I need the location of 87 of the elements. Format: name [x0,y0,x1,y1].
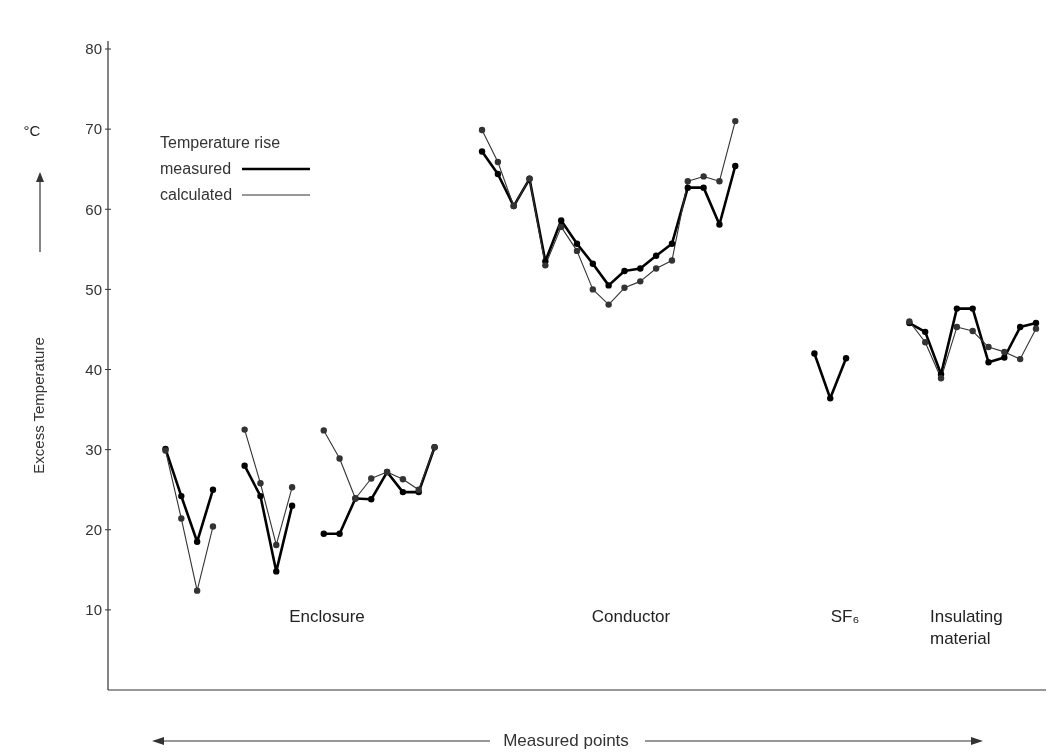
point [368,496,375,503]
point [922,339,929,346]
point [985,359,992,366]
point [273,568,280,575]
y-tick-label: 80 [85,40,102,58]
point [193,538,201,545]
point [193,587,201,594]
y-tick-label: 20 [85,521,102,538]
point [557,217,565,224]
point [336,530,343,537]
point [668,257,676,264]
point [573,247,581,255]
y-axis-title: Excess Temperature [30,337,47,474]
point [732,162,739,170]
point [1001,348,1008,356]
point [1016,355,1024,363]
point [621,267,628,275]
point [985,343,992,351]
point [589,286,597,293]
point [937,375,945,382]
point [257,480,264,487]
point [288,502,296,509]
point [1016,323,1024,331]
point [1032,325,1040,332]
point [621,284,628,291]
point [969,305,976,312]
annotation: SF₆ [830,607,860,626]
annotation: Enclosure [289,607,365,626]
point [827,395,834,402]
point [605,282,612,289]
annotation: Conductor [591,607,671,626]
point [557,223,565,231]
point [478,148,486,155]
point [700,184,707,191]
point [637,265,644,272]
legend-label: measured [160,160,232,177]
point [732,117,739,125]
y-tick-label: 10 [85,601,102,619]
y-tick-label: 40 [85,360,102,378]
point [209,486,217,493]
point [684,178,691,185]
y-tick-label: 60 [85,200,102,218]
point [842,355,850,362]
point [178,515,185,522]
point [573,240,581,247]
text: °C [23,122,41,139]
legend-label: calculated [160,186,233,203]
point [494,158,502,166]
point [589,260,597,267]
point [700,173,707,180]
point [178,492,185,500]
point [399,476,407,483]
annotation: Insulating material [930,607,1003,648]
point [652,252,660,259]
point [969,327,976,335]
point [953,305,961,312]
point [494,170,502,178]
point [336,455,343,462]
point [922,328,929,336]
point [1032,319,1040,327]
point [368,475,375,482]
point [209,523,217,530]
point [1001,354,1008,361]
point [542,262,549,269]
point [716,221,723,228]
point [668,240,676,247]
point [241,462,248,469]
point [605,301,612,308]
y-tick-label: 50 [85,280,102,298]
legend-title: Temperature rise [160,134,281,151]
point [399,488,407,496]
y-tick-label: 70 [85,120,102,138]
point [320,530,327,537]
point [257,492,264,500]
point [684,184,691,191]
point [320,427,327,434]
point [637,278,644,285]
point [953,323,961,331]
y-tick-label: 30 [85,440,102,458]
point [478,126,486,134]
x-axis-title: Measured points [503,731,629,750]
point [288,484,296,491]
point [716,178,723,185]
point [241,426,248,433]
point [652,265,660,272]
point [811,350,818,357]
point [273,541,280,549]
